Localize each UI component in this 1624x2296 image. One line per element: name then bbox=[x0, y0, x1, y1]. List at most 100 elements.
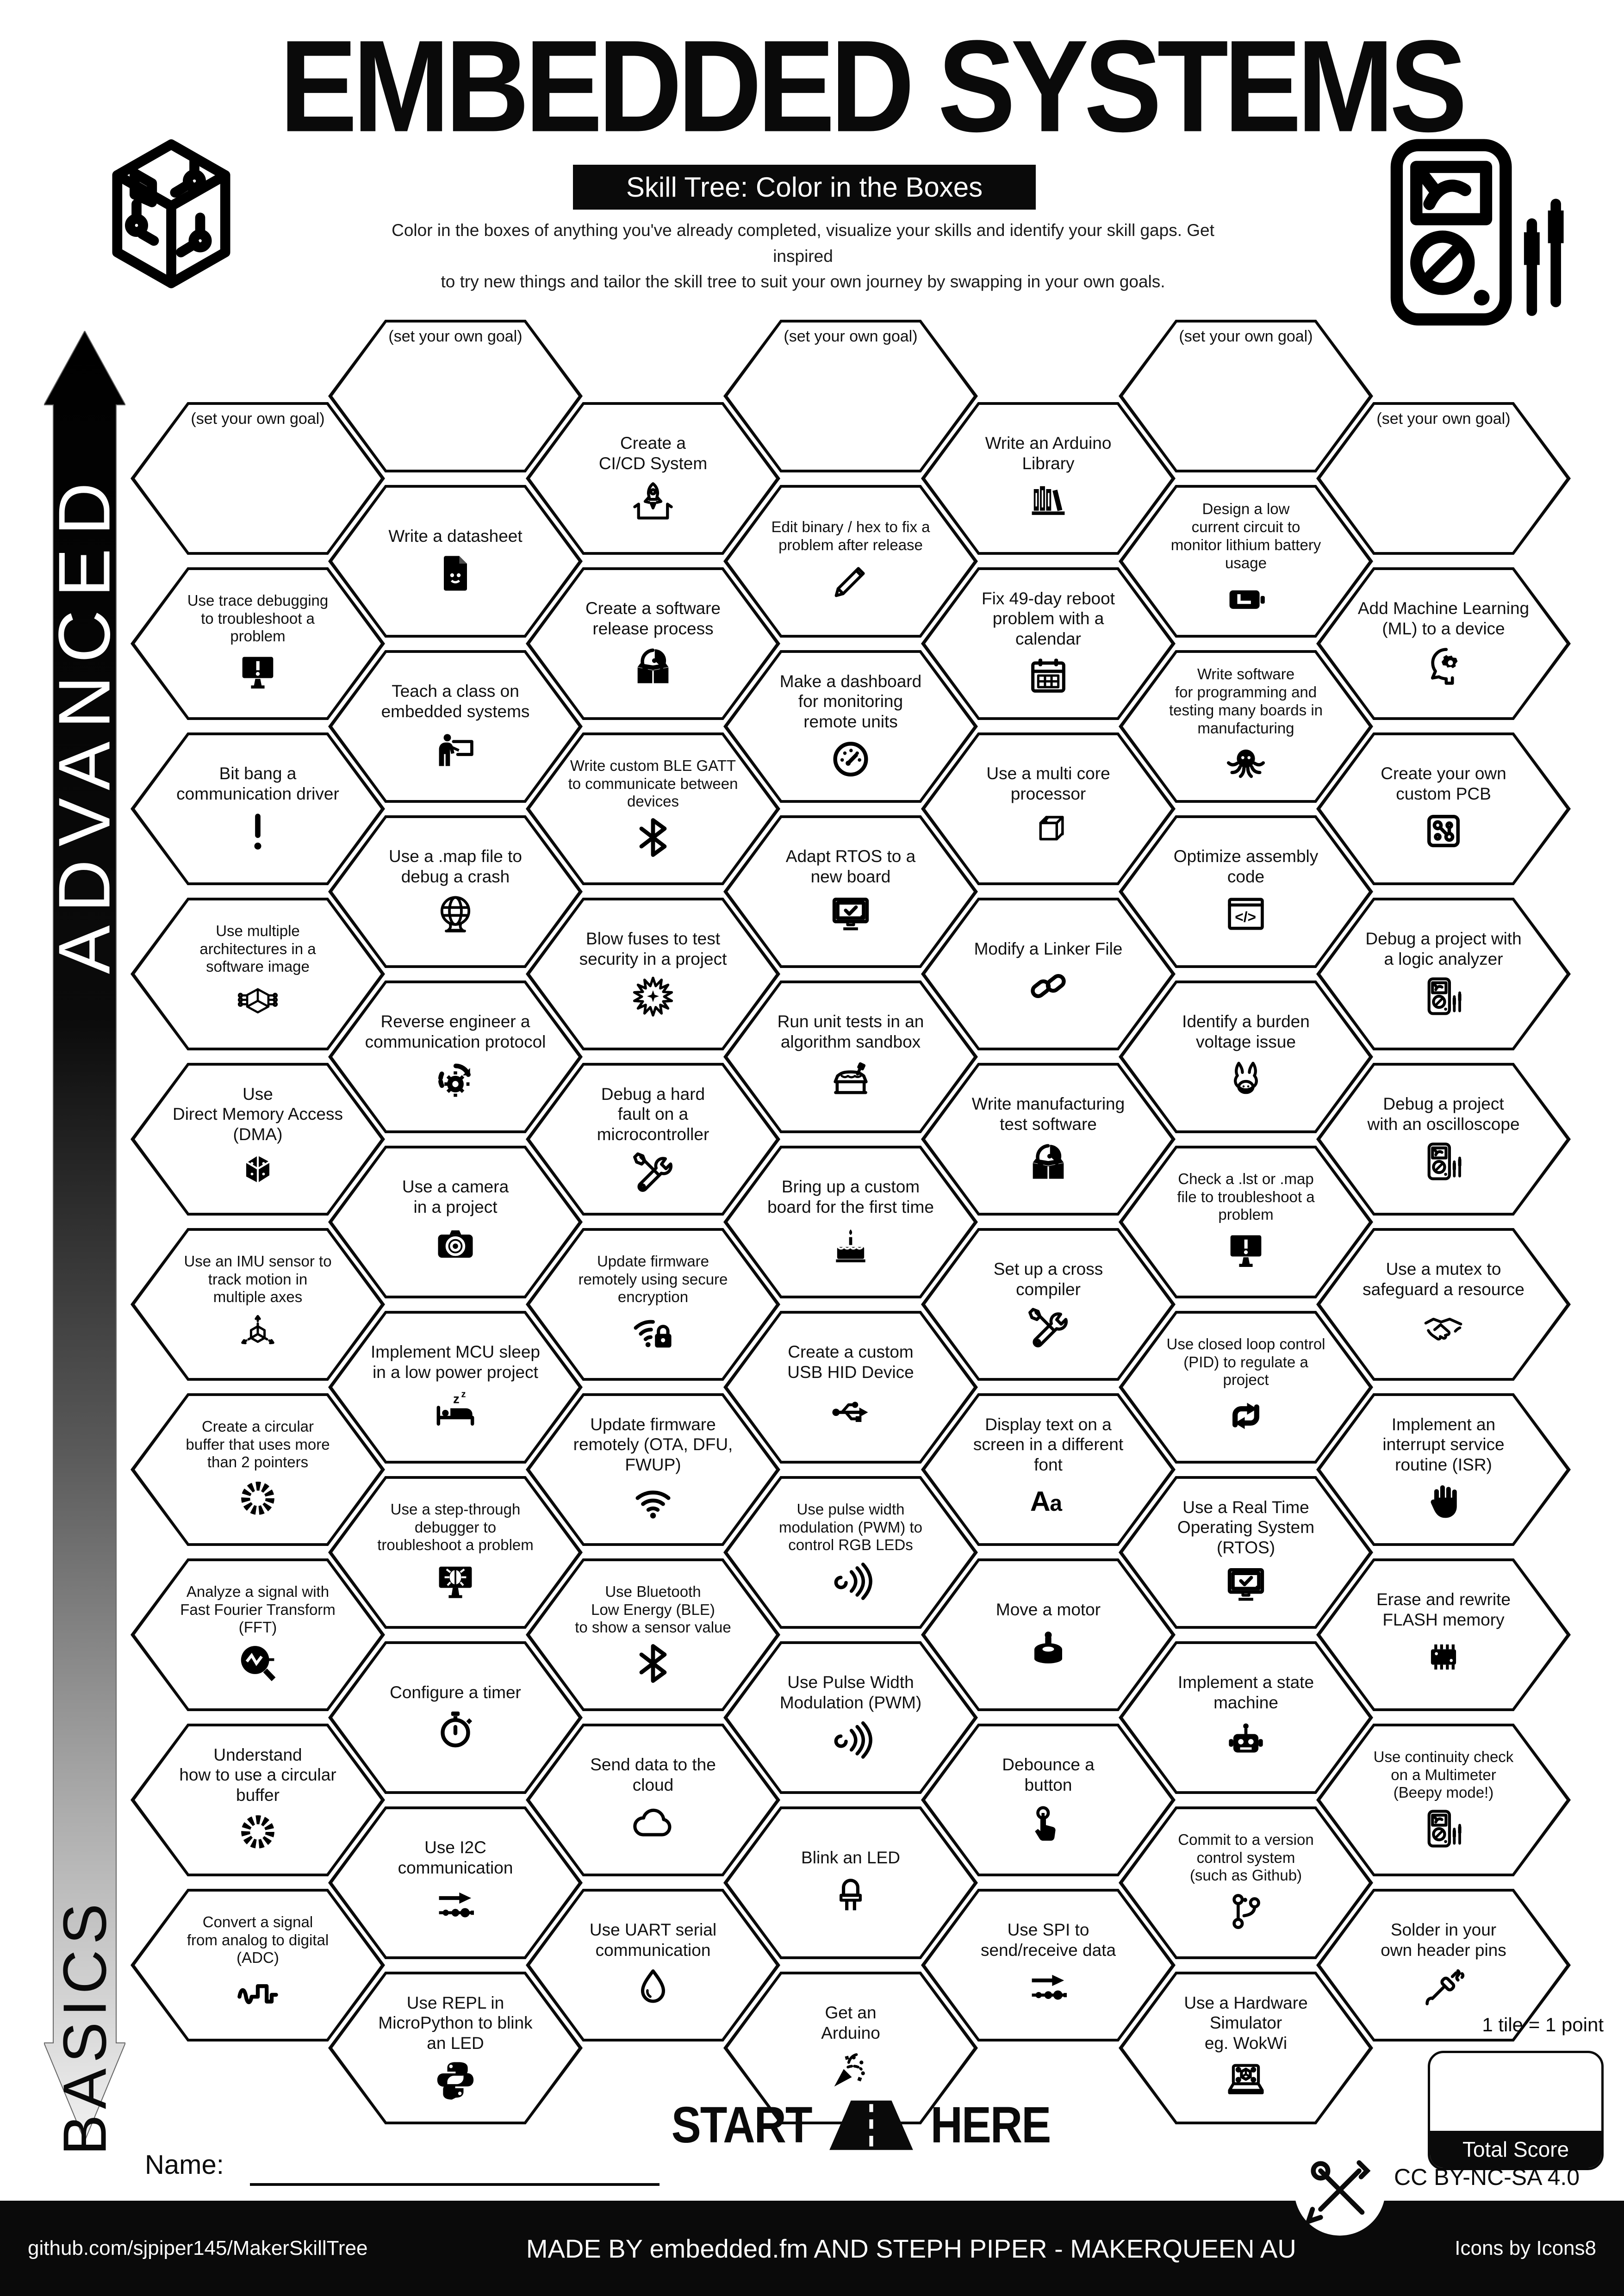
footer-repo-link[interactable]: github.com/sjpiper145/MakerSkillTree bbox=[28, 2237, 368, 2259]
skill-tile[interactable]: Update firmware remotely using secure en… bbox=[526, 1228, 780, 1381]
skill-tile[interactable]: Use a multi core processor bbox=[921, 732, 1176, 885]
total-score-box[interactable]: Total Score bbox=[1428, 2051, 1604, 2170]
skill-tile-label: Create a custom USB HID Device bbox=[787, 1342, 914, 1382]
skill-tile[interactable]: Commit to a version control system (such… bbox=[1119, 1806, 1373, 1959]
skill-tile[interactable]: Debug a project with an oscilloscope bbox=[1316, 1063, 1571, 1216]
footer-icons-credit[interactable]: Icons by Icons8 bbox=[1455, 2237, 1596, 2259]
skill-tile[interactable]: Edit binary / hex to fix a problem after… bbox=[723, 485, 978, 638]
skill-tile[interactable]: Bring up a custom board for the first ti… bbox=[723, 1146, 978, 1298]
skill-tile[interactable]: Use closed loop control (PID) to regulat… bbox=[1119, 1311, 1373, 1464]
drop-icon bbox=[630, 1964, 676, 2011]
custom-goal-tile[interactable]: (set your own goal) bbox=[1119, 320, 1373, 472]
hex-fill bbox=[925, 1726, 1171, 1874]
skill-tile[interactable]: Use a camera in a project bbox=[328, 1146, 583, 1298]
skill-tile[interactable]: Display text on a screen in a different … bbox=[921, 1393, 1176, 1546]
skill-tile[interactable]: Write manufacturing test software bbox=[921, 1063, 1176, 1216]
skill-tile[interactable]: Implement an interrupt service routine (… bbox=[1316, 1393, 1571, 1546]
skill-tile[interactable]: Use a step-through debugger to troublesh… bbox=[328, 1476, 583, 1629]
skill-tile[interactable]: Erase and rewrite FLASH memory bbox=[1316, 1558, 1571, 1711]
skill-tile[interactable]: Debounce a button bbox=[921, 1724, 1176, 1876]
skill-tile[interactable]: Create a CI/CD System bbox=[526, 402, 780, 555]
magnifier-wave-icon bbox=[235, 1640, 281, 1687]
skill-tile[interactable]: Use multiple architectures in a software… bbox=[131, 898, 385, 1050]
name-entry-line[interactable] bbox=[250, 2183, 660, 2186]
custom-goal-tile[interactable]: (set your own goal) bbox=[1316, 402, 1571, 555]
skill-tile-label: Use a step-through debugger to troublesh… bbox=[377, 1500, 534, 1554]
skill-tile[interactable]: Use REPL in MicroPython to blink an LED bbox=[328, 1972, 583, 2124]
skill-tile[interactable]: Set up a cross compiler bbox=[921, 1228, 1176, 1381]
skill-tile[interactable]: Add Machine Learning (ML) to a device bbox=[1316, 567, 1571, 720]
skill-tile[interactable]: Use SPI to send/receive data bbox=[921, 1889, 1176, 2042]
hex-fill bbox=[925, 1396, 1171, 1543]
skill-tile-label: Analyze a signal with Fast Fourier Trans… bbox=[180, 1582, 336, 1636]
skill-tile[interactable]: Debug a hard fault on a microcontroller bbox=[526, 1063, 780, 1216]
skill-tile-label: Update firmware remotely (OTA, DFU, FWUP… bbox=[573, 1415, 733, 1474]
party-icon bbox=[828, 2047, 874, 2093]
pcb-icon bbox=[1420, 808, 1467, 854]
skill-tile[interactable]: Use Direct Memory Access (DMA) bbox=[131, 1063, 385, 1216]
custom-goal-tile[interactable]: (set your own goal) bbox=[328, 320, 583, 472]
tools-icon bbox=[630, 1148, 676, 1194]
skill-tile[interactable]: Create a software release process bbox=[526, 567, 780, 720]
hex-fill bbox=[728, 1809, 974, 1956]
skill-tile[interactable]: Update firmware remotely (OTA, DFU, FWUP… bbox=[526, 1393, 780, 1546]
hex-content: Create a software release process bbox=[526, 567, 780, 720]
skill-tile[interactable]: Blink an LED bbox=[723, 1806, 978, 1959]
skill-tile[interactable]: Use continuity check on a Multimeter (Be… bbox=[1316, 1724, 1571, 1876]
skill-tile[interactable]: Analyze a signal with Fast Fourier Trans… bbox=[131, 1558, 385, 1711]
skill-tile[interactable]: Convert a signal from analog to digital … bbox=[131, 1889, 385, 2042]
skill-tile[interactable]: Use UART serial communication bbox=[526, 1889, 780, 2042]
skill-tile[interactable]: Use an IMU sensor to track motion in mul… bbox=[131, 1228, 385, 1381]
hex-content: Bring up a custom board for the first ti… bbox=[723, 1146, 978, 1298]
skill-tile[interactable]: Use Pulse Width Modulation (PWM) bbox=[723, 1641, 978, 1794]
skill-tile[interactable]: Reverse engineer a communication protoco… bbox=[328, 980, 583, 1133]
skill-tile[interactable]: Use Bluetooth Low Energy (BLE) to show a… bbox=[526, 1558, 780, 1711]
led-icon bbox=[828, 1872, 874, 1918]
skill-tile[interactable]: Implement MCU sleep in a low power proje… bbox=[328, 1311, 583, 1464]
skill-tile[interactable]: Bit bang a communication driver bbox=[131, 732, 385, 885]
skill-tile[interactable]: Use a .map file to debug a crash bbox=[328, 815, 583, 968]
skill-tile[interactable]: Check a .lst or .map file to troubleshoo… bbox=[1119, 1146, 1373, 1298]
skill-tile[interactable]: Create a circular buffer that uses more … bbox=[131, 1393, 385, 1546]
skill-tile[interactable]: Use a Hardware Simulator eg. WokWi bbox=[1119, 1972, 1373, 2124]
skill-tile[interactable]: Fix 49-day reboot problem with a calenda… bbox=[921, 567, 1176, 720]
custom-goal-tile[interactable]: (set your own goal) bbox=[723, 320, 978, 472]
skill-tile[interactable]: Write custom BLE GATT to communicate bet… bbox=[526, 732, 780, 885]
skill-tile-label: Use SPI to send/receive data bbox=[980, 1920, 1116, 1960]
skill-tile[interactable]: Teach a class on embedded systems bbox=[328, 650, 583, 803]
skill-tile[interactable]: Use I2C communication bbox=[328, 1806, 583, 1959]
skill-tile[interactable]: Use trace debugging to troubleshoot a pr… bbox=[131, 567, 385, 720]
skill-tile[interactable]: Adapt RTOS to a new board bbox=[723, 815, 978, 968]
skill-tile[interactable]: Optimize assembly code </> bbox=[1119, 815, 1373, 968]
hex-fill bbox=[728, 1314, 974, 1461]
skill-tile[interactable]: Run unit tests in an algorithm sandbox bbox=[723, 980, 978, 1133]
skill-tile[interactable]: Move a motor bbox=[921, 1558, 1176, 1711]
hex-fill bbox=[728, 1974, 974, 2122]
skill-tile-label: Set up a cross compiler bbox=[993, 1260, 1103, 1299]
skill-tile[interactable]: Create your own custom PCB bbox=[1316, 732, 1571, 885]
skill-tile[interactable]: Configure a timer bbox=[328, 1641, 583, 1794]
skill-tile[interactable]: Debug a project with a logic analyzer bbox=[1316, 898, 1571, 1050]
skill-tile[interactable]: Modify a Linker File bbox=[921, 898, 1176, 1050]
skill-tile[interactable]: Get an Arduino bbox=[723, 1972, 978, 2124]
ring-icon bbox=[235, 1475, 281, 1521]
skill-tile[interactable]: Send data to the cloud bbox=[526, 1724, 780, 1876]
skill-tile-label: Make a dashboard for monitoring remote u… bbox=[779, 671, 922, 731]
skill-tile[interactable]: Write software for programming and testi… bbox=[1119, 650, 1373, 803]
description-line: to try new things and tailor the skill t… bbox=[441, 272, 1165, 291]
skill-tile[interactable]: Design a low current circuit to monitor … bbox=[1119, 485, 1373, 638]
exclamation-icon bbox=[235, 808, 281, 854]
custom-goal-tile[interactable]: (set your own goal) bbox=[131, 402, 385, 555]
skill-tile[interactable]: Implement a state machine bbox=[1119, 1641, 1373, 1794]
skill-tile[interactable]: Understand how to use a circular buffer bbox=[131, 1724, 385, 1876]
skill-tile[interactable]: Use pulse width modulation (PWM) to cont… bbox=[723, 1476, 978, 1629]
skill-tile[interactable]: Use a Real Time Operating System (RTOS) bbox=[1119, 1476, 1373, 1629]
skill-tile[interactable]: Write a datasheet bbox=[328, 485, 583, 638]
skill-tile[interactable]: Create a custom USB HID Device bbox=[723, 1311, 978, 1464]
skill-tile[interactable]: Write an Arduino Library bbox=[921, 402, 1176, 555]
skill-tile[interactable]: Blow fuses to test security in a project bbox=[526, 898, 780, 1050]
skill-tile[interactable]: Use a mutex to safeguard a resource bbox=[1316, 1228, 1571, 1381]
skill-tile[interactable]: Make a dashboard for monitoring remote u… bbox=[723, 650, 978, 803]
skill-tile[interactable]: Identify a burden voltage issue bbox=[1119, 980, 1373, 1133]
skill-tile[interactable]: Solder in your own header pins bbox=[1316, 1889, 1571, 2042]
